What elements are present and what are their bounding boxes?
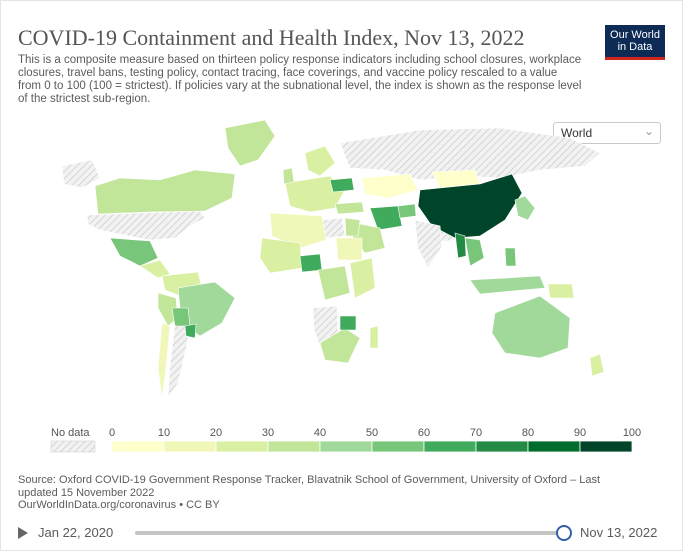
region-ukraine[interactable]: [329, 177, 355, 193]
region-sudan[interactable]: [335, 237, 363, 261]
region-mexico[interactable]: [109, 237, 159, 267]
region-png[interactable]: [547, 283, 575, 299]
chart-title: COVID-19 Containment and Health Index, N…: [18, 25, 525, 50]
region-myanmar[interactable]: [454, 232, 467, 259]
legend-tick-label: 10: [158, 427, 170, 439]
legend-tick-label: 100: [623, 427, 641, 439]
region-nz[interactable]: [589, 353, 605, 377]
region-china[interactable]: [417, 173, 523, 239]
region-paraguay[interactable]: [184, 323, 197, 339]
logo-line-1: Our World: [610, 29, 660, 41]
region-se-asia[interactable]: [464, 237, 485, 267]
region-southern-africa[interactable]: [319, 327, 361, 364]
owid-logo[interactable]: Our World in Data: [605, 25, 665, 60]
legend-tick-label: 20: [210, 427, 222, 439]
chevron-down-icon: ⌄: [643, 124, 654, 138]
region-afghanistan[interactable]: [397, 203, 417, 219]
legend-bin[interactable]: [423, 440, 477, 453]
region-europe[interactable]: [284, 175, 346, 213]
region-kazakhstan[interactable]: [361, 173, 419, 199]
legend-bin[interactable]: [319, 440, 373, 453]
region-madagascar[interactable]: [369, 325, 379, 349]
legend-tick-label: 40: [314, 427, 326, 439]
region-peru[interactable]: [157, 292, 179, 327]
region-scandinavia[interactable]: [304, 145, 336, 177]
timeline-start-date: Jan 22, 2020: [38, 525, 114, 540]
legend-bins: 0 10 20 30 40 50 60 70 80 90 100: [109, 427, 641, 453]
timeline-track[interactable]: [135, 531, 565, 535]
legend-tick-label: 90: [574, 427, 586, 439]
legend-tick-label: 80: [522, 427, 534, 439]
legend-bin[interactable]: [527, 440, 581, 453]
legend-tick-label: 0: [109, 427, 115, 439]
legend-bin[interactable]: [579, 440, 633, 453]
legend-no-data-swatch: [50, 440, 96, 453]
region-india[interactable]: [414, 219, 443, 269]
legend-bin[interactable]: [267, 440, 321, 453]
legend-bin[interactable]: [371, 440, 425, 453]
region-iran[interactable]: [369, 205, 403, 231]
source-line-2[interactable]: OurWorldInData.org/coronavirus • CC BY: [18, 499, 220, 511]
region-zimbabwe[interactable]: [339, 315, 357, 331]
timeline-handle[interactable]: [556, 525, 572, 541]
source-note: Source: Oxford COVID-19 Government Respo…: [18, 474, 628, 512]
legend-tick-label: 60: [418, 427, 430, 439]
timeline-end-date: Nov 13, 2022: [580, 525, 658, 540]
region-uk[interactable]: [282, 167, 295, 185]
region-bolivia[interactable]: [171, 307, 191, 327]
region-russia[interactable]: [339, 127, 601, 181]
region-australia[interactable]: [491, 295, 571, 359]
region-select[interactable]: World ⌄: [553, 122, 661, 144]
region-alaska[interactable]: [61, 159, 101, 189]
world-map: [61, 119, 605, 400]
region-greenland[interactable]: [224, 119, 276, 167]
region-central-america[interactable]: [139, 259, 171, 279]
legend-bin[interactable]: [111, 440, 165, 453]
region-nigeria[interactable]: [299, 253, 323, 273]
legend-bin[interactable]: [163, 440, 217, 453]
logo-line-2: in Data: [617, 41, 653, 53]
region-north-africa[interactable]: [269, 212, 327, 249]
chart-subtitle: This is a composite measure based on thi…: [18, 54, 582, 105]
map-land: [61, 119, 605, 400]
legend-no-data-label: No data: [51, 427, 90, 439]
region-canada[interactable]: [94, 169, 236, 215]
region-korea-japan[interactable]: [514, 195, 536, 221]
region-philippines[interactable]: [504, 247, 517, 267]
region-chile[interactable]: [157, 322, 171, 399]
region-turkey[interactable]: [334, 201, 365, 215]
region-west-africa[interactable]: [259, 237, 303, 274]
legend-bin[interactable]: [215, 440, 269, 453]
region-central-africa[interactable]: [317, 265, 351, 301]
region-east-africa[interactable]: [349, 257, 376, 299]
region-indonesia[interactable]: [469, 275, 546, 295]
color-legend: No data 0 10 20 30 40 50 60 70 80 90 100: [50, 427, 641, 453]
legend-tick-label: 50: [366, 427, 378, 439]
region-egypt[interactable]: [344, 217, 361, 237]
legend-tick-label: 70: [470, 427, 482, 439]
source-line-1: Source: Oxford COVID-19 Government Respo…: [18, 474, 601, 499]
play-icon[interactable]: [18, 527, 28, 539]
legend-bin[interactable]: [475, 440, 529, 453]
region-select-value: World: [561, 126, 593, 140]
legend-tick-label: 30: [262, 427, 274, 439]
region-us[interactable]: [86, 210, 206, 241]
